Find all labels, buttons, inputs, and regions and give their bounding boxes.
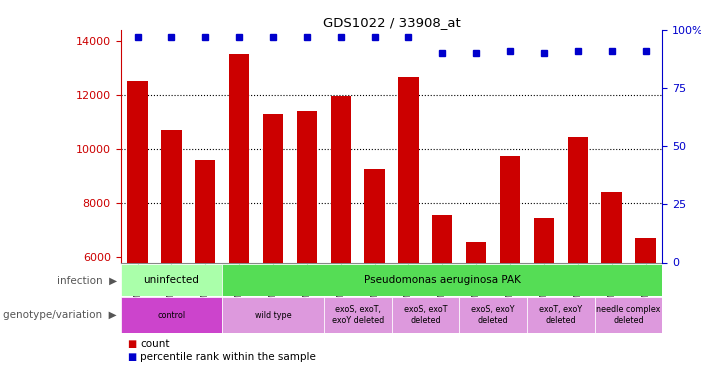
Bar [195, 160, 215, 375]
Bar [594, 297, 662, 333]
Bar [568, 137, 588, 375]
Bar [635, 238, 655, 375]
Bar [161, 130, 182, 375]
Bar [222, 264, 662, 296]
Text: count: count [140, 339, 170, 349]
Bar [324, 297, 391, 333]
Text: exoS, exoY
deleted: exoS, exoY deleted [471, 306, 515, 325]
Bar [229, 54, 250, 375]
Bar [331, 96, 351, 375]
Bar [466, 242, 486, 375]
Bar [297, 111, 317, 375]
Text: exoS, exoT,
exoY deleted: exoS, exoT, exoY deleted [332, 306, 383, 325]
Bar [222, 297, 324, 333]
Bar [432, 215, 452, 375]
Bar [398, 77, 418, 375]
Text: ■: ■ [128, 339, 137, 349]
Text: exoT, exoY
deleted: exoT, exoY deleted [539, 306, 583, 325]
Bar [128, 81, 148, 375]
Text: Pseudomonas aeruginosa PAK: Pseudomonas aeruginosa PAK [364, 275, 521, 285]
Text: control: control [157, 310, 186, 320]
Title: GDS1022 / 33908_at: GDS1022 / 33908_at [322, 16, 461, 29]
Text: genotype/variation  ▶: genotype/variation ▶ [4, 310, 117, 320]
Text: infection  ▶: infection ▶ [57, 275, 117, 285]
Bar [121, 297, 222, 333]
Bar [263, 114, 283, 375]
Bar [365, 169, 385, 375]
Bar [391, 297, 459, 333]
Bar [459, 297, 527, 333]
Text: uninfected: uninfected [144, 275, 199, 285]
Text: needle complex
deleted: needle complex deleted [597, 306, 661, 325]
Text: exoS, exoT
deleted: exoS, exoT deleted [404, 306, 447, 325]
Text: wild type: wild type [254, 310, 292, 320]
Bar [527, 297, 594, 333]
Bar [121, 264, 222, 296]
Bar [601, 192, 622, 375]
Text: percentile rank within the sample: percentile rank within the sample [140, 352, 316, 362]
Text: ■: ■ [128, 352, 137, 362]
Bar [533, 218, 554, 375]
Bar [500, 156, 520, 375]
